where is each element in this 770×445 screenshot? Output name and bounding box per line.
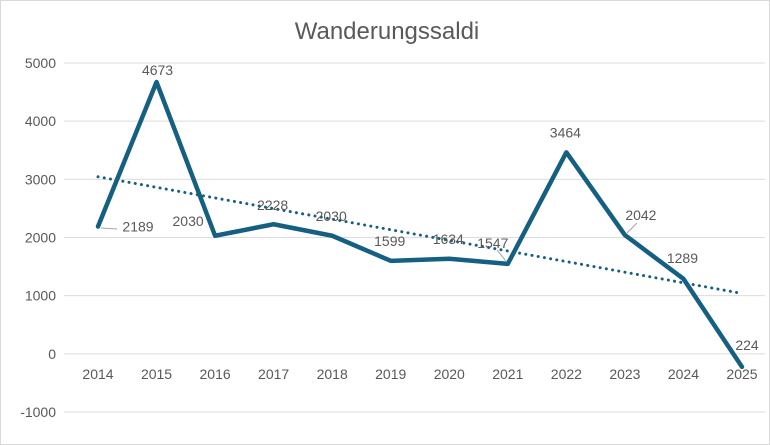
data-label: 224 — [735, 337, 759, 353]
data-label: 4673 — [142, 62, 173, 78]
x-axis-category-label: 2015 — [141, 366, 172, 382]
leader-lines-group — [100, 222, 638, 262]
series-line — [95, 79, 745, 370]
leader-line — [496, 249, 507, 262]
data-label: 2228 — [257, 197, 288, 213]
trendline-group — [96, 175, 744, 295]
series-group — [95, 79, 745, 370]
data-label: 2189 — [122, 219, 153, 235]
data-label: 2042 — [625, 207, 656, 223]
data-label: 3464 — [550, 124, 581, 140]
y-axis-tick-label: 5000 — [25, 55, 56, 71]
y-axis-tick-label: 1000 — [25, 288, 56, 304]
x-axis-category-label: 2019 — [375, 366, 406, 382]
data-label: 2030 — [316, 208, 347, 224]
data-label: 1547 — [477, 235, 508, 251]
y-axis-tick-label: 2000 — [25, 230, 56, 246]
data-label: 1599 — [374, 233, 405, 249]
data-labels-group: 2189 4673 2030 2228 2030 1599 1634 1547 3464 2042… — [122, 62, 758, 353]
x-axis-category-label: 2022 — [551, 366, 582, 382]
leader-line — [626, 222, 638, 234]
x-axis-category-label: 2021 — [492, 366, 523, 382]
x-axis-category-label: 2016 — [200, 366, 231, 382]
y-axis-tick-label: -1000 — [20, 404, 56, 420]
trendline — [96, 175, 744, 295]
x-axis-category-label: 2017 — [258, 366, 289, 382]
x-axis-category-label: 2020 — [434, 366, 465, 382]
y-axis-labels-group: 5000 4000 3000 2000 1000 0 -1000 — [20, 55, 56, 420]
x-axis-category-label: 2024 — [668, 366, 699, 382]
x-axis-category-label: 2025 — [726, 366, 757, 382]
x-axis-labels-group: 2014 2015 2016 2017 2018 2019 2020 2021 2022 2023… — [82, 366, 757, 382]
leader-line — [100, 227, 118, 230]
x-axis-category-label: 2023 — [609, 366, 640, 382]
chart-title: Wanderungssaldi — [295, 18, 480, 45]
y-axis-tick-label: 4000 — [25, 113, 56, 129]
x-axis-category-label: 2018 — [317, 366, 348, 382]
gridlines-group — [64, 62, 765, 413]
data-label: 2030 — [173, 213, 204, 229]
y-axis-tick-label: 3000 — [25, 171, 56, 187]
x-axis-category-label: 2014 — [82, 366, 113, 382]
y-axis-tick-label: 0 — [48, 346, 56, 362]
data-label: 1289 — [667, 250, 698, 266]
data-label: 1634 — [433, 231, 464, 247]
